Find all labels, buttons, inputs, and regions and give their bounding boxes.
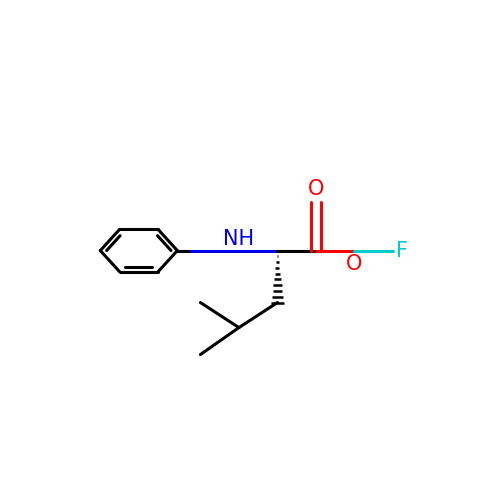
Text: NH: NH (224, 228, 254, 248)
Text: O: O (346, 254, 362, 274)
Text: F: F (396, 240, 408, 260)
Text: O: O (308, 180, 324, 200)
